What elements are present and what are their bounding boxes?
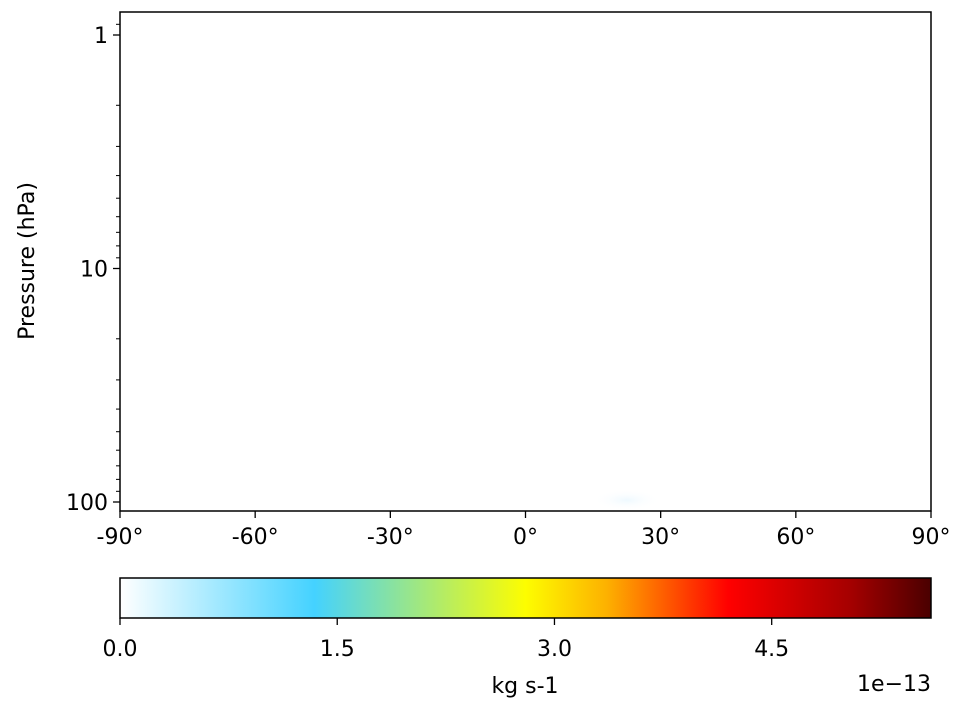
field-feature [593,489,661,511]
y-tick-label: 10 [80,258,108,283]
colorbar-tick-label: 1.5 [320,637,355,662]
colorbar-label: kg s-1 [491,674,558,699]
x-tick-label: -30° [367,525,414,550]
x-tick-label: 90° [912,525,951,550]
x-tick-label: -90° [97,525,144,550]
y-tick-label: 100 [66,491,108,516]
y-tick-label: 1 [94,24,108,49]
y-axis: 1 10 100 [66,23,120,516]
y-axis-label: Pressure (hPa) [15,182,40,340]
colorbar-gradient [120,578,931,618]
colorbar-ticks: 0.0 1.5 3.0 4.5 [103,618,789,662]
colorbar-tick-label: 0.0 [103,637,138,662]
x-axis: -90° -60° -30° 0° 30° 60° 90° [97,511,951,550]
x-tick-label: 30° [641,525,680,550]
x-tick-label: 60° [776,525,815,550]
plot-background [120,12,931,511]
plot-area [119,11,932,512]
field-features [593,489,661,511]
colorbar-tick-label: 3.0 [537,637,572,662]
x-tick-label: 0° [513,525,538,550]
colorbar-tick-label: 4.5 [754,637,789,662]
colorbar-frame [119,577,932,619]
colorbar-offset-text: 1e−13 [857,672,931,697]
colorbar: 0.0 1.5 3.0 4.5 kg s-1 1e−13 [103,577,932,699]
x-tick-label: -60° [232,525,279,550]
